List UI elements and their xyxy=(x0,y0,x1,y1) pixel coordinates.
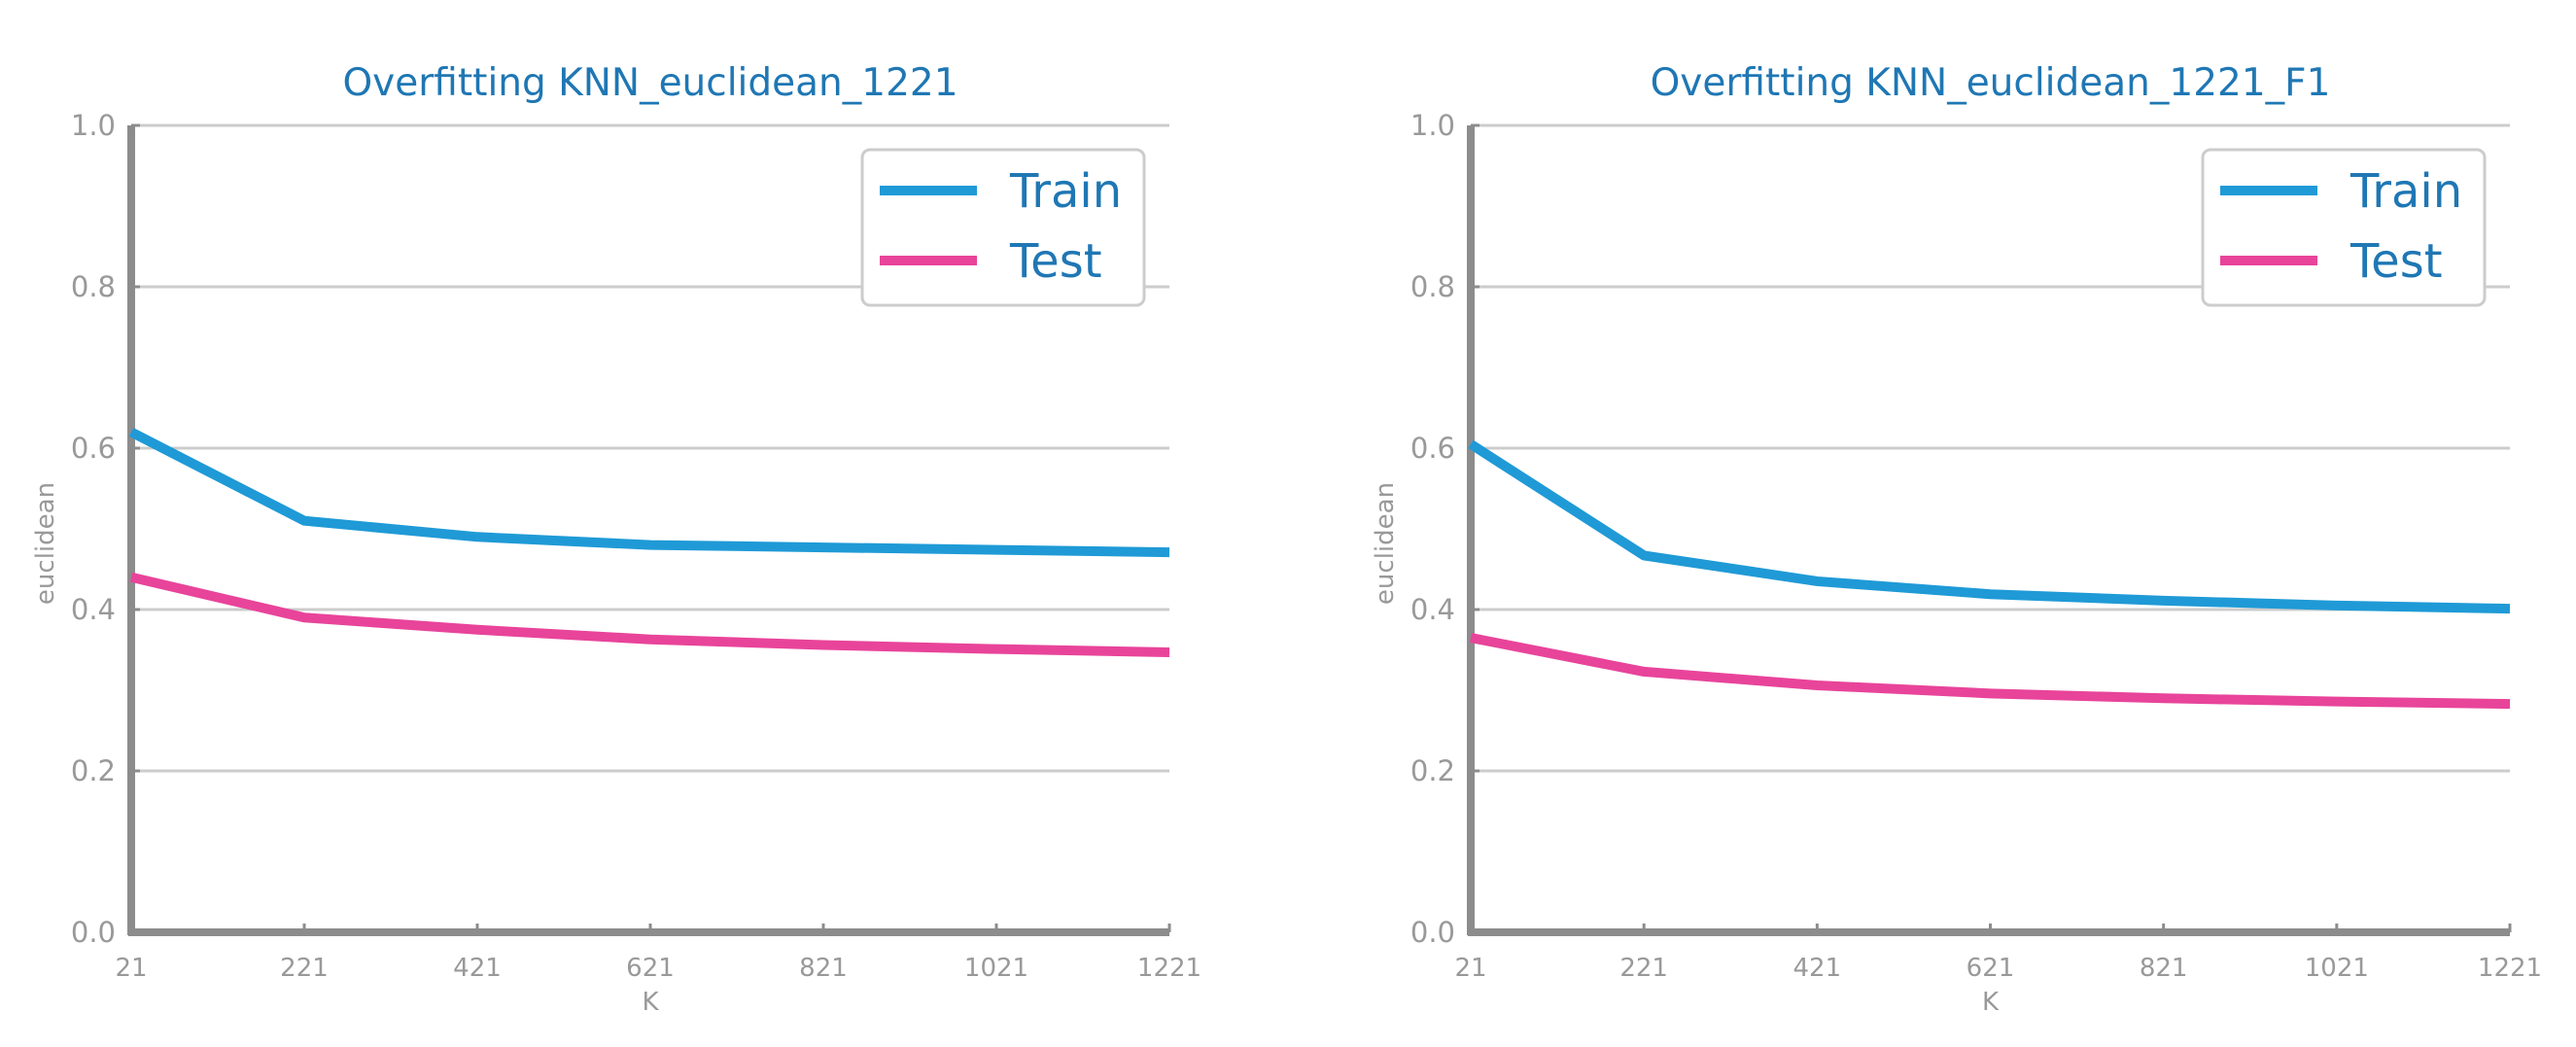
x-tick-label: 421 xyxy=(1793,954,1842,983)
chart-overfitting-knn-euclidean-1221-f1: Overfitting KNN_euclidean_1221_F1 0.0 0.2 0… xyxy=(1371,61,2542,1017)
y-tick-label: 1.0 xyxy=(71,109,116,142)
x-tick-label: 1221 xyxy=(1137,954,1201,983)
legend-label-test: Test xyxy=(1009,234,1102,289)
y-tick-label: 0.0 xyxy=(1410,916,1455,949)
y-tick-label: 0.8 xyxy=(71,270,116,303)
legend-label-test: Test xyxy=(2350,234,2443,289)
y-tick-label: 0.8 xyxy=(1410,270,1455,303)
x-tick-label: 421 xyxy=(453,954,502,983)
chart-title: Overfitting KNN_euclidean_1221_F1 xyxy=(1651,61,2331,105)
x-tick-label: 1021 xyxy=(964,954,1028,983)
y-axis-label: euclidean xyxy=(31,482,60,605)
legend: Train Test xyxy=(2201,148,2487,307)
y-tick-label: 0.2 xyxy=(71,754,116,787)
x-tick-label: 221 xyxy=(280,954,329,983)
legend-label-train: Train xyxy=(1009,164,1122,219)
y-tick-label: 0.2 xyxy=(1410,754,1455,787)
x-tick-label: 221 xyxy=(1619,954,1668,983)
x-axis-label: K xyxy=(642,988,659,1017)
chart-overfitting-knn-euclidean-1221: Overfitting KNN_euclidean_1221 0.0 0.2 0.4 0… xyxy=(31,61,1201,1017)
x-tick-label: 1021 xyxy=(2305,954,2369,983)
y-tick-label: 0.4 xyxy=(71,593,116,626)
x-axis-label: K xyxy=(1982,988,2000,1017)
series-line-test xyxy=(1470,633,2511,710)
series-line-train xyxy=(128,427,1170,558)
x-tick-label: 1221 xyxy=(2478,954,2542,983)
y-tick-label: 0.6 xyxy=(1410,432,1455,465)
y-tick-label: 0.0 xyxy=(71,916,116,949)
x-tick-label: 621 xyxy=(626,954,675,983)
y-axis-label: euclidean xyxy=(1371,482,1400,605)
legend: Train Test xyxy=(860,148,1146,307)
x-tick-label: 821 xyxy=(799,954,848,983)
legend-label-train: Train xyxy=(2350,164,2462,219)
y-tick-label: 0.4 xyxy=(1410,593,1455,626)
x-tick-label: 21 xyxy=(1454,954,1486,983)
series-line-train xyxy=(1468,439,2511,614)
x-tick-label: 821 xyxy=(2140,954,2188,983)
chart-title: Overfitting KNN_euclidean_1221 xyxy=(342,61,957,105)
y-tick-label: 1.0 xyxy=(1410,109,1455,142)
x-tick-label: 21 xyxy=(115,954,147,983)
y-tick-label: 0.6 xyxy=(71,432,116,465)
series-line-test xyxy=(129,572,1170,657)
x-tick-label: 621 xyxy=(1967,954,2015,983)
